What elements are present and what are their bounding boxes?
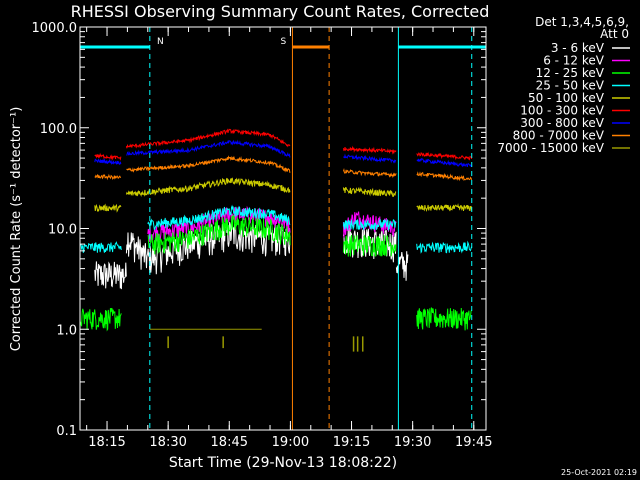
legend-label: 50 - 100 keV	[528, 91, 605, 105]
series-trace	[94, 139, 473, 168]
legend-label: 800 - 7000 keV	[513, 129, 605, 143]
series-segment	[342, 186, 397, 197]
x-tick-label: 19:45	[455, 435, 492, 450]
y-axis-label: Corrected Count Rate (s⁻¹ detector⁻¹)	[9, 107, 24, 352]
series-segment	[416, 151, 473, 161]
series-segment	[94, 261, 127, 290]
legend-label: 3 - 6 keV	[551, 41, 605, 55]
series-segment	[342, 234, 397, 257]
series-segment	[416, 240, 473, 254]
series-segment	[342, 211, 397, 238]
legend-detector-line: Det 1,3,4,5,6,9,	[535, 15, 629, 29]
series-trace	[80, 214, 473, 332]
x-axis: 18:15 18:30 18:45 19:00 19:15 19:30 19:45	[86, 27, 493, 450]
series-segment	[80, 241, 122, 253]
series-segment	[80, 307, 122, 332]
y-tick-label: 100.0	[40, 122, 77, 137]
series-segment	[125, 177, 291, 197]
series-segment	[94, 173, 122, 181]
y-tick-label: 0.1	[56, 424, 77, 439]
series-segment	[343, 153, 397, 164]
series-trace	[149, 328, 364, 352]
flag-label: N	[157, 37, 164, 47]
series-segment	[416, 171, 473, 182]
footer-timestamp: 25-Oct-2021 02:19	[561, 468, 637, 477]
x-tick-label: 19:00	[272, 435, 309, 450]
legend-label: 300 - 800 keV	[520, 116, 604, 130]
series-segment	[147, 204, 291, 231]
data-layer	[80, 128, 473, 352]
x-tick-label: 19:15	[333, 435, 370, 450]
legend-label: 7000 - 15000 keV	[497, 141, 604, 155]
series-trace	[80, 204, 473, 254]
series-segment	[94, 158, 122, 165]
series-segment	[94, 152, 122, 161]
flag-label: S	[280, 37, 286, 47]
series-trace	[94, 155, 473, 182]
series-trace	[94, 177, 473, 213]
legend-label: 25 - 50 keV	[536, 79, 605, 93]
series-segment	[342, 168, 397, 179]
series-segment	[125, 128, 291, 149]
legend-attenuator-line: Att 0	[600, 27, 629, 41]
x-tick-label: 18:45	[211, 435, 248, 450]
series-segment	[94, 203, 122, 213]
legend-label: 12 - 25 keV	[536, 66, 605, 80]
series-segment	[416, 157, 473, 168]
series-segment	[416, 203, 473, 212]
y-tick-label: 10.0	[48, 223, 77, 238]
series-trace	[94, 128, 473, 161]
series-segment	[342, 218, 397, 232]
x-axis-label: Start Time (29-Nov-13 18:08:22)	[169, 455, 397, 471]
series-segment	[126, 139, 291, 158]
y-tick-label: 1000.0	[32, 21, 78, 36]
legend-label: 100 - 300 keV	[520, 104, 604, 118]
series-segment	[416, 306, 473, 331]
x-tick-label: 18:15	[88, 435, 125, 450]
legend-label: 6 - 12 keV	[543, 54, 605, 68]
series-segment	[342, 145, 397, 155]
x-tick-label: 19:30	[394, 435, 431, 450]
y-axis: 0.1 1.0 10.0 100.0 1000.0	[32, 21, 486, 439]
chart-title: RHESSI Observing Summary Count Rates, Co…	[71, 2, 490, 21]
series-segment	[147, 214, 291, 255]
series-segment	[126, 155, 291, 173]
x-tick-label: 18:30	[149, 435, 186, 450]
y-tick-label: 1.0	[56, 323, 77, 338]
